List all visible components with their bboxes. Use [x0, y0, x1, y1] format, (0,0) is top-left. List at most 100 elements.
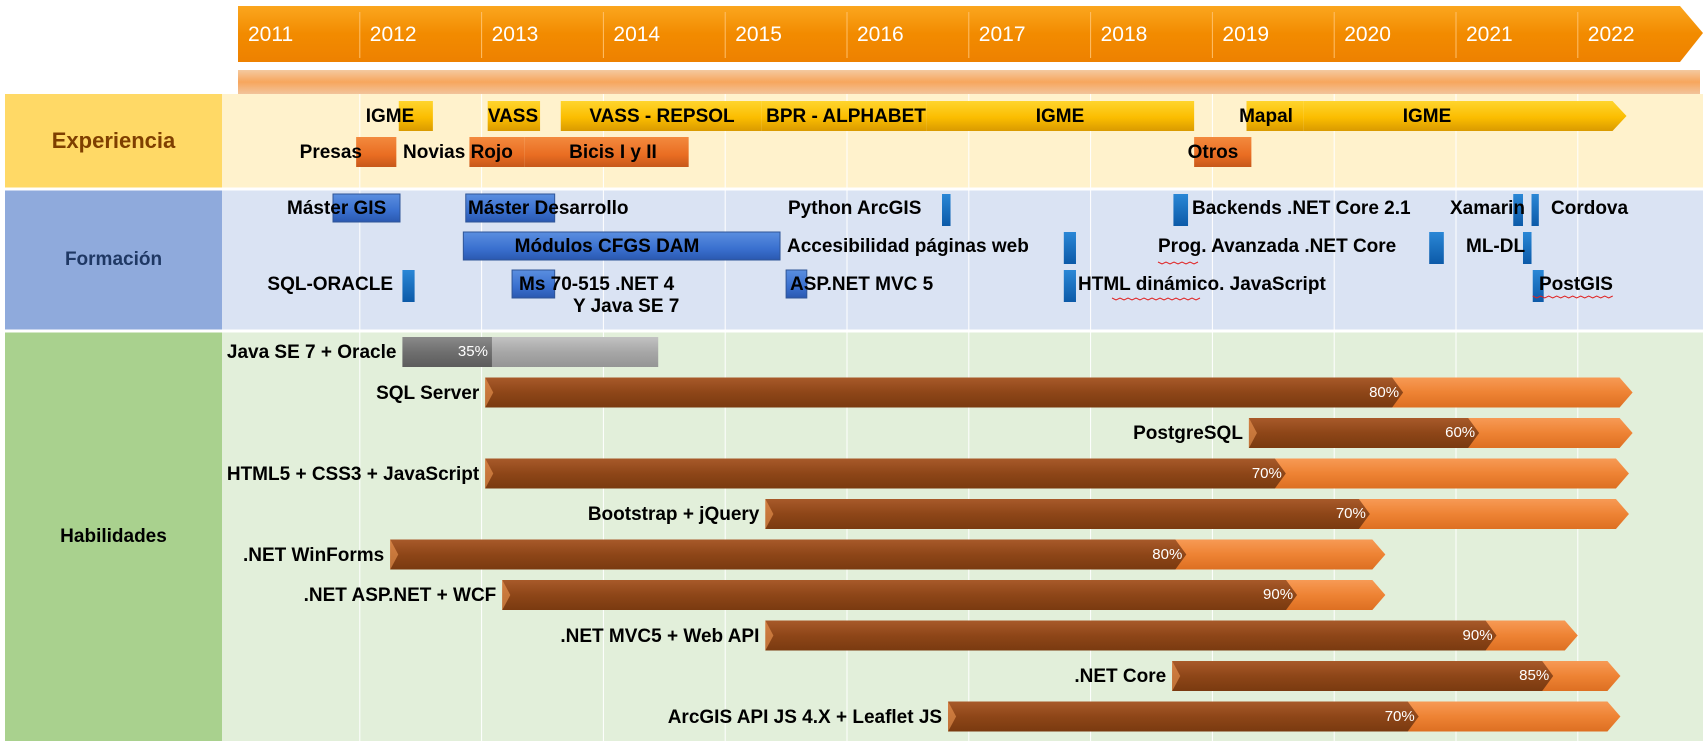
skill-bar-notch: [485, 458, 494, 489]
training-bar: [1063, 270, 1076, 302]
experience-bar: [524, 137, 689, 167]
skill-bar-filled: [485, 458, 1286, 489]
skill-bar: [1248, 418, 1633, 448]
experience-label: Otros: [1187, 142, 1239, 163]
training-bar: [465, 193, 556, 223]
skill-bar: [948, 701, 1621, 732]
skill-percent: 90%: [1462, 626, 1493, 644]
section-label-experiencia: Experiencia: [51, 128, 176, 153]
year-label: 2013: [491, 23, 539, 46]
skill-percent: 80%: [1369, 383, 1400, 401]
skill-bar-filled: [1172, 661, 1554, 691]
training-bar: [462, 231, 781, 261]
training-label: HTML dinámico. JavaScript: [1078, 274, 1326, 295]
skill-bar-filled: [765, 620, 1497, 651]
training-label: Accesibilidad páginas web: [787, 236, 1029, 257]
skill-bar: [402, 337, 659, 367]
training-bar: [1532, 270, 1544, 302]
skill-bar-notch: [1248, 418, 1257, 448]
section-label-habilidades: Habilidades: [60, 525, 167, 547]
skill-percent: 70%: [1251, 464, 1282, 482]
training-label-line2: Y Java SE 7: [573, 296, 680, 317]
skill-bar-filled: [402, 337, 492, 367]
experience-label: IGME: [365, 106, 415, 127]
training-label: PostGIS: [1539, 274, 1613, 295]
year-label: 2014: [613, 23, 661, 46]
year-label: 2016: [857, 23, 904, 46]
spellcheck-underline: [1157, 261, 1199, 265]
training-label: Prog. Avanzada .NET Core: [1158, 236, 1397, 257]
experience-label: Presas: [299, 142, 362, 163]
year-label: 2021: [1466, 23, 1513, 46]
experience-bar: [560, 101, 762, 131]
experience-bar: [398, 101, 433, 131]
training-bar: [1522, 232, 1532, 264]
skill-bar: [485, 377, 1633, 408]
experience-label: Bicis I y II: [569, 142, 657, 163]
experience-label: Novias Rojo: [403, 142, 513, 163]
skill-bar-notch: [502, 580, 511, 610]
experience-bar: [469, 137, 525, 167]
experience-bar: [1246, 101, 1304, 131]
skill-bar-filled: [948, 701, 1419, 732]
skill-bar-filled: [390, 539, 1187, 570]
skill-bar-notch: [765, 620, 774, 651]
section-label-bg-experiencia: [5, 94, 222, 188]
skill-percent: 70%: [1384, 707, 1415, 725]
experience-bar: [1303, 101, 1627, 131]
training-label: Máster GIS: [287, 198, 387, 219]
skill-bar-filled: [765, 499, 1370, 529]
skill-percent: 35%: [457, 343, 488, 360]
training-label: ASP.NET MVC 5: [790, 274, 934, 295]
skill-label: .NET MVC5 + Web API: [560, 625, 760, 647]
skill-bar-filled: [502, 580, 1298, 610]
skill-label: .NET ASP.NET + WCF: [303, 585, 497, 606]
year-label: 2012: [369, 23, 417, 46]
training-label: Módulos CFGS DAM: [514, 236, 700, 257]
experience-label: IGME: [1402, 106, 1452, 127]
skill-bar: [485, 458, 1629, 489]
experience-bar: [356, 137, 397, 167]
skill-bar: [765, 499, 1629, 529]
skill-bar: [390, 539, 1386, 570]
skill-label: .NET WinForms: [242, 544, 385, 566]
skill-bar-notch: [485, 377, 494, 408]
skill-percent: 90%: [1263, 586, 1294, 603]
year-label: 2020: [1344, 23, 1391, 46]
training-label: ML-DL: [1466, 236, 1526, 257]
year-label: 2018: [1100, 23, 1148, 46]
training-bar: [785, 269, 808, 299]
training-label: Xamarin: [1450, 198, 1525, 219]
skill-label: HTML5 + CSS3 + JavaScript: [226, 463, 480, 485]
skill-percent: 80%: [1152, 545, 1183, 563]
year-label: 2015: [735, 23, 782, 46]
training-label: Ms 70-515 .NET 4: [519, 274, 675, 295]
training-label: Cordova: [1551, 198, 1629, 219]
training-bar: [1173, 194, 1189, 226]
skill-bar: [502, 580, 1386, 610]
skill-label: SQL Server: [376, 382, 480, 404]
experience-label: VASS: [487, 106, 539, 127]
skill-bar-notch: [390, 539, 399, 570]
skill-label: Bootstrap + jQuery: [587, 504, 760, 525]
skill-label: .NET Core: [1074, 666, 1167, 687]
skill-bar: [765, 620, 1578, 651]
skill-bar-notch: [765, 499, 774, 529]
year-label: 2022: [1587, 23, 1635, 46]
training-label: Backends .NET Core 2.1: [1192, 198, 1411, 219]
skill-percent: 85%: [1519, 667, 1550, 684]
training-label: Máster Desarrollo: [468, 198, 629, 219]
training-bar: [332, 193, 401, 223]
year-header-bar: [238, 6, 1703, 62]
section-label-formación: Formación: [64, 249, 163, 270]
experience-label: BPR - ALPHABET: [766, 106, 926, 127]
skill-label: ArcGIS API JS 4.X + Leaflet JS: [667, 706, 943, 728]
skill-bar-notch: [948, 701, 957, 732]
skill-label: PostgreSQL: [1133, 423, 1243, 444]
skill-bar-filled: [485, 377, 1404, 408]
training-bar: [1513, 194, 1523, 226]
year-label: 2017: [978, 23, 1026, 46]
year-label: 2019: [1222, 23, 1270, 46]
spellcheck-underline: [1111, 297, 1201, 301]
